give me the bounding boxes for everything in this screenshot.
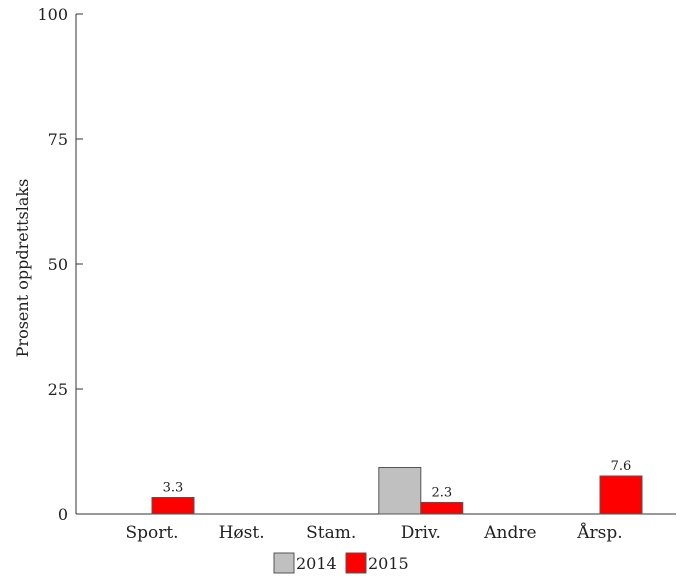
y-tick-label: 0 — [58, 505, 68, 524]
y-axis-label: Prosent oppdrettslaks — [13, 179, 32, 358]
legend: 2014 2015 — [273, 552, 409, 574]
y-tick-label: 100 — [37, 5, 68, 24]
data-label: 2.3 — [431, 486, 452, 501]
bar-2015-Sport. — [151, 497, 195, 515]
y-tick-label: 50 — [48, 255, 68, 274]
y-tick-label: 25 — [48, 380, 68, 399]
legend-label-2015: 2015 — [368, 554, 409, 573]
data-labels: 3.3 2.3 7.6 — [163, 459, 632, 501]
bar-2015-Årsp. — [599, 475, 643, 515]
data-label: 7.6 — [611, 459, 632, 474]
bar-2014-Driv. — [378, 467, 422, 515]
x-tick-label: Årsp. — [576, 522, 622, 543]
x-tick-label: Sport. — [125, 523, 178, 543]
legend-swatch-2014 — [273, 552, 295, 574]
data-label: 3.3 — [163, 481, 184, 496]
y-tick-label: 75 — [48, 130, 68, 149]
x-tick-label: Andre — [483, 523, 536, 543]
x-tick-label: Stam. — [306, 523, 356, 543]
legend-swatch-2015 — [345, 552, 367, 574]
axes: 0 25 50 75 100 Sport. Høst. Stam. Driv. Andre Årsp… — [37, 5, 676, 543]
x-tick-label: Driv. — [401, 523, 441, 543]
x-tick-label: Høst. — [219, 523, 265, 543]
bars — [151, 467, 643, 515]
legend-label-2014: 2014 — [296, 554, 337, 573]
bar-2015-Driv. — [420, 502, 464, 515]
